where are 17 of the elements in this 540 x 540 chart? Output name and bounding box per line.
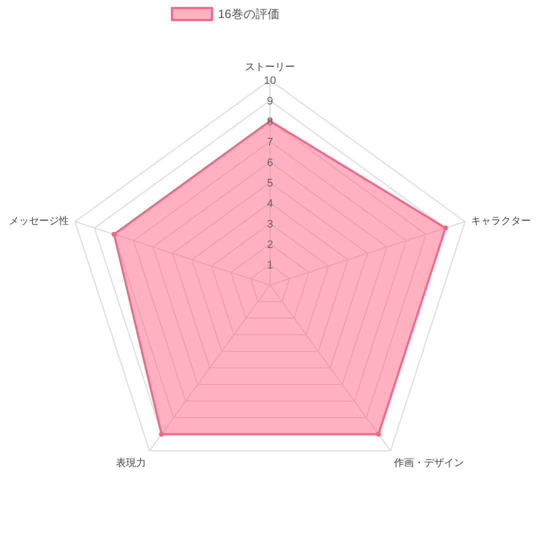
legend-label: 16巻の評価 xyxy=(218,7,280,21)
spoke-label: 表現力 xyxy=(116,456,146,469)
y-tick-label: 9 xyxy=(266,96,274,108)
y-tick-label: 10 xyxy=(264,75,276,87)
y-tick-label: 6 xyxy=(266,157,274,169)
spoke-label: キャラクター xyxy=(470,216,531,227)
y-tick-label: 3 xyxy=(266,218,274,230)
y-tick-label: 2 xyxy=(266,239,274,251)
spoke-label: ストーリー xyxy=(245,62,295,73)
y-tick-label: 4 xyxy=(266,198,274,210)
spoke-label: 作画・デザイン xyxy=(393,458,464,469)
y-tick-label: 7 xyxy=(266,136,274,148)
legend: 16巻の評価 xyxy=(171,7,280,21)
spoke-label: メッセージ性 xyxy=(9,214,70,227)
y-tick-label: 5 xyxy=(266,178,274,190)
y-tick-label: 1 xyxy=(266,260,274,272)
y-tick-label: 8 xyxy=(266,116,274,128)
